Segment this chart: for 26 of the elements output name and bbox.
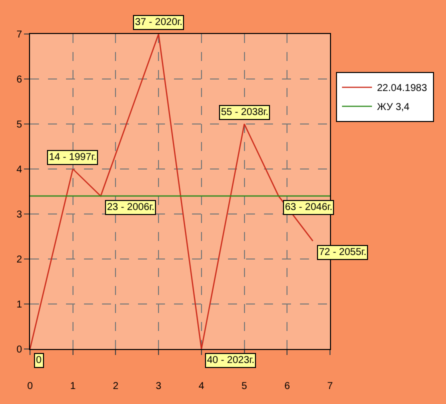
x-tick-label: 0: [27, 381, 34, 392]
x-tick-label: 2: [112, 381, 119, 392]
annotation: 23 - 2006г.: [107, 202, 154, 213]
x-tick-label: 3: [156, 381, 162, 392]
x-tick-label: 5: [242, 381, 248, 392]
x-tick-label: 1: [70, 381, 76, 392]
x-tick-label: 6: [284, 381, 290, 392]
y-tick-label: 0: [16, 344, 22, 356]
legend-label: ЖУ 3,4: [377, 102, 410, 114]
annotation: 55 - 2038г.: [221, 107, 268, 118]
legend-label: 22.04.1983: [377, 83, 428, 94]
annotation: 72 - 2055г.: [319, 247, 366, 258]
y-tick-label: 5: [16, 120, 22, 130]
x-tick-label: 7: [327, 381, 334, 392]
y-tick-label: 7: [16, 30, 22, 40]
y-tick-label: 1: [16, 300, 22, 310]
annotation: 37 - 2020г.: [135, 17, 182, 28]
y-tick-label: 3: [16, 210, 22, 220]
y-tick-label: 4: [16, 164, 22, 176]
annotation: 40 - 2023г.: [207, 355, 254, 366]
x-tick-label: 4: [198, 381, 205, 392]
annotation: 14 - 1997г.: [49, 152, 96, 163]
y-tick-label: 2: [16, 254, 22, 266]
annotation: 63 - 2046г.: [285, 202, 332, 213]
y-tick-label: 6: [16, 74, 22, 86]
annotation: 0: [36, 355, 42, 366]
